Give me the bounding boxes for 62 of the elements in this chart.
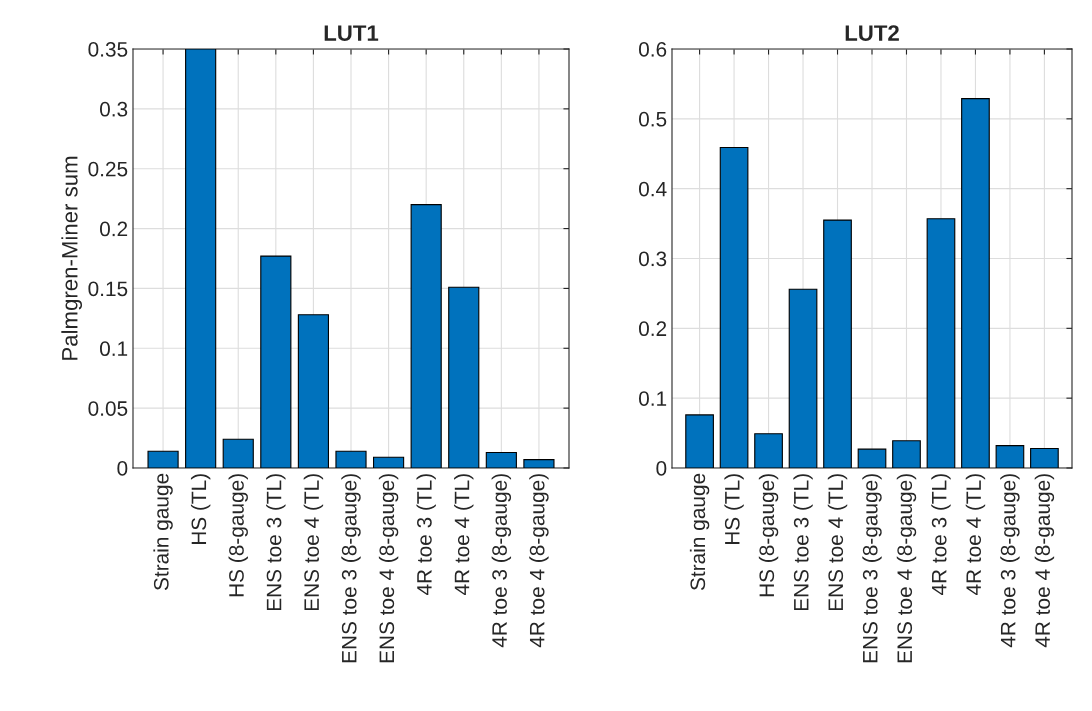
x-tick-label: ENS toe 4 (TL)	[827, 474, 848, 611]
bar	[185, 49, 217, 468]
x-tick-label: ENS toe 4 (TL)	[303, 474, 324, 611]
y-tick-label: 0.15	[88, 281, 128, 297]
x-tick-label: 4R toe 3 (TL)	[416, 474, 436, 596]
x-tick-label: 4R toe 4 (8-gauge)	[1034, 474, 1055, 648]
bar	[892, 440, 921, 468]
y-tick-label: 0.5	[638, 111, 667, 127]
bar	[297, 314, 330, 468]
y-tick-label: 0	[656, 461, 667, 476]
y-tick-label: 0.6	[638, 42, 667, 57]
bar	[485, 451, 517, 468]
x-tick-label: ENS toe 3 (8-gauge)	[341, 474, 361, 663]
y-tick-label: 0.1	[638, 391, 667, 406]
bar	[260, 255, 292, 468]
bar	[754, 433, 783, 468]
x-tick-label: ENS toe 3 (8-gauge)	[862, 474, 882, 663]
chart-title: LUT1	[324, 25, 379, 41]
x-tick-label: ENS toe 4 (8-gauge)	[378, 474, 399, 663]
y-tick-label: 0.25	[88, 161, 128, 177]
bar	[448, 286, 480, 468]
bar	[147, 450, 179, 468]
y-tick-label: 0.3	[638, 251, 667, 267]
y-tick-label: 0	[117, 461, 128, 476]
y-tick-label: 0.1	[99, 341, 128, 357]
x-tick-label: ENS toe 3 (TL)	[793, 474, 813, 611]
bar	[685, 414, 714, 468]
x-tick-label: Strain gauge	[153, 473, 173, 591]
bar	[823, 219, 852, 468]
y-tick-label: 0.3	[99, 101, 128, 117]
bar	[222, 438, 254, 468]
bar	[926, 218, 956, 468]
y-tick-label: 0.05	[88, 401, 128, 416]
y-tick-label: 0.4	[638, 181, 667, 197]
bar	[410, 204, 442, 468]
x-tick-label: 4R toe 3 (8-gauge)	[491, 474, 512, 648]
bar	[995, 445, 1025, 468]
bar	[961, 98, 990, 468]
bar	[1030, 447, 1059, 468]
x-tick-label: ENS toe 4 (8-gauge)	[896, 474, 917, 663]
x-tick-label: 4R toe 4 (TL)	[454, 474, 474, 596]
y-tick-label: 0.2	[99, 221, 128, 237]
y-tick-label: 0.2	[638, 321, 667, 337]
y-axis-title: Palmgren-Miner sum	[61, 156, 83, 360]
x-tick-label: 4R toe 4 (8-gauge)	[529, 474, 549, 648]
x-tick-label: ENS toe 3 (TL)	[266, 474, 286, 611]
x-tick-label: 4R toe 3 (TL)	[931, 474, 951, 596]
x-tick-label: HS (TL)	[190, 474, 211, 545]
x-tick-label: HS (8-gauge)	[758, 474, 779, 597]
x-tick-label: HS (TL)	[724, 474, 744, 545]
x-tick-label: Strain gauge	[689, 473, 710, 591]
x-tick-label: 4R toe 4 (TL)	[965, 474, 986, 596]
bar	[372, 456, 405, 468]
x-tick-label: 4R toe 3 (8-gauge)	[1000, 474, 1020, 648]
y-tick-label: 0.35	[88, 42, 128, 57]
bar	[788, 288, 818, 468]
bar	[857, 448, 887, 468]
x-tick-label: HS (8-gauge)	[228, 474, 248, 597]
bar	[719, 146, 749, 468]
chart-title: LUT2	[845, 25, 899, 41]
bar	[335, 450, 367, 468]
bar	[523, 459, 555, 468]
